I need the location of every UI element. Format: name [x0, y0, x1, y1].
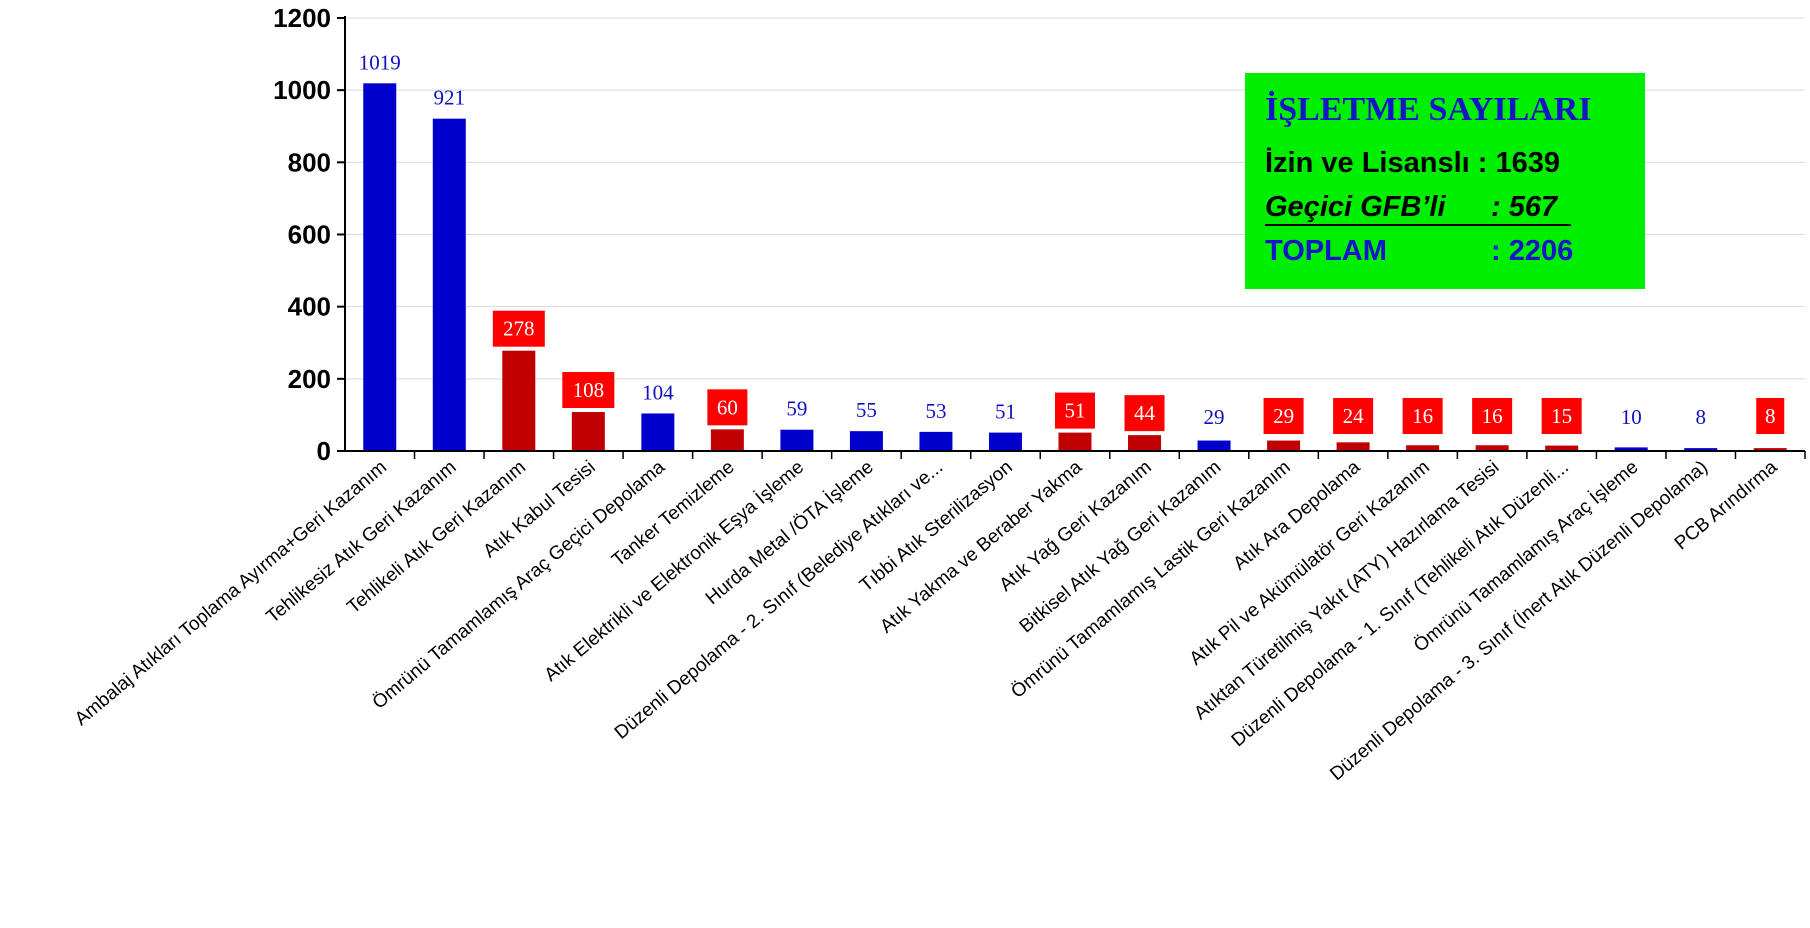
data-label: 44: [1134, 401, 1156, 425]
info-temporary-label: Geçici GFB’li: [1265, 191, 1446, 223]
info-box-title: İŞLETME SAYILARI: [1265, 91, 1592, 128]
info-temporary-value: : 567: [1491, 191, 1558, 223]
data-label-box: [1333, 398, 1374, 434]
data-label: 278: [503, 317, 535, 341]
info-line-total: TOPLAM : 2206: [1265, 229, 1625, 273]
info-temporary-underline: Geçici GFB’li : 567: [1265, 190, 1572, 226]
data-label-box: [492, 310, 545, 347]
grid-lines: [345, 17, 1805, 380]
bar: [1128, 435, 1162, 451]
bar: [1753, 448, 1787, 451]
x-tick-label: Tanker Temizleme: [608, 457, 739, 571]
y-tick-label: 0: [317, 436, 331, 466]
data-label: 24: [1343, 404, 1365, 428]
x-tick-labels: Ambalaj Atıkları Toplama Ayırma+Geri Kaz…: [71, 456, 1782, 785]
bar: [1614, 447, 1648, 451]
info-licensed-text: İzin ve Lisanslı : 1639: [1265, 147, 1560, 179]
bar: [919, 431, 953, 451]
x-tick-label: Atık Pil ve Akümülatör Geri Kazanım: [1186, 457, 1434, 670]
bar: [849, 431, 883, 451]
bar: [571, 412, 605, 451]
bar: [1336, 442, 1370, 451]
data-label: 104: [642, 380, 674, 404]
data-label: 15: [1551, 404, 1572, 428]
info-line-licensed: İzin ve Lisanslı : 1639: [1265, 141, 1625, 185]
data-label: 53: [925, 399, 946, 423]
data-label-box: [707, 389, 748, 426]
data-label: 29: [1204, 405, 1225, 429]
bar: [1058, 432, 1092, 451]
bar: [1267, 440, 1301, 451]
data-label: 51: [1065, 399, 1086, 423]
data-label: 16: [1412, 404, 1433, 428]
data-label: 59: [786, 397, 807, 421]
x-tick-label: Ambalaj Atıkları Toplama Ayırma+Geri Kaz…: [71, 457, 391, 730]
bar: [1475, 445, 1509, 451]
data-label: 10: [1621, 405, 1642, 429]
bar: [710, 429, 744, 451]
x-tick-label: Atık Elektrikli ve Elektronik Eşya İşlem…: [541, 457, 808, 686]
data-label-box: [1472, 398, 1513, 434]
data-label-box: [1756, 398, 1785, 434]
bar: [1545, 445, 1579, 451]
data-label-box: [1541, 398, 1582, 434]
bar: [1197, 440, 1231, 451]
info-box: İŞLETME SAYILARI İzin ve Lisanslı : 1639…: [1245, 73, 1645, 289]
bar: [641, 413, 675, 451]
bar: [780, 429, 814, 451]
y-tick-label: 1000: [273, 75, 331, 105]
data-label-box: [1402, 398, 1443, 434]
bar: [432, 118, 466, 452]
y-tick-labels: 0 200 400 600 800 1000 1200: [273, 3, 331, 466]
axes: [337, 16, 1806, 459]
data-label: 51: [995, 400, 1016, 424]
data-label: 8: [1765, 404, 1776, 428]
data-label: 921: [434, 86, 466, 110]
y-tick-label: 800: [288, 147, 331, 177]
y-tick-label: 200: [288, 364, 331, 394]
data-label-box: [1055, 392, 1095, 429]
info-total-label: TOPLAM: [1265, 235, 1387, 267]
y-tick-label: 400: [288, 292, 331, 322]
bar: [363, 83, 397, 451]
bar: [1684, 448, 1718, 451]
data-label-box: [1124, 395, 1165, 432]
x-tick-label: Atık Ara Depolama: [1229, 456, 1364, 574]
y-tick-label: 600: [288, 220, 331, 250]
bar: [1406, 445, 1440, 451]
data-label: 8: [1695, 405, 1706, 429]
data-label-box: [1263, 398, 1304, 434]
bar: [988, 432, 1022, 451]
x-tick-label: Düzenli Depolama - 2. Sınıf (Belediye At…: [611, 457, 947, 744]
bar: [502, 350, 536, 451]
y-tick-label: 1200: [273, 3, 331, 33]
info-total-value: : 2206: [1491, 235, 1574, 267]
data-label: 55: [856, 398, 877, 422]
data-label: 16: [1482, 404, 1503, 428]
data-label: 60: [717, 395, 738, 419]
data-label: 29: [1273, 404, 1294, 428]
info-line-temporary: Geçici GFB’li : 567: [1265, 185, 1625, 229]
data-label-box: [562, 372, 615, 409]
bars: [363, 83, 1787, 452]
data-label: 108: [573, 378, 605, 402]
data-label: 1019: [359, 50, 401, 74]
